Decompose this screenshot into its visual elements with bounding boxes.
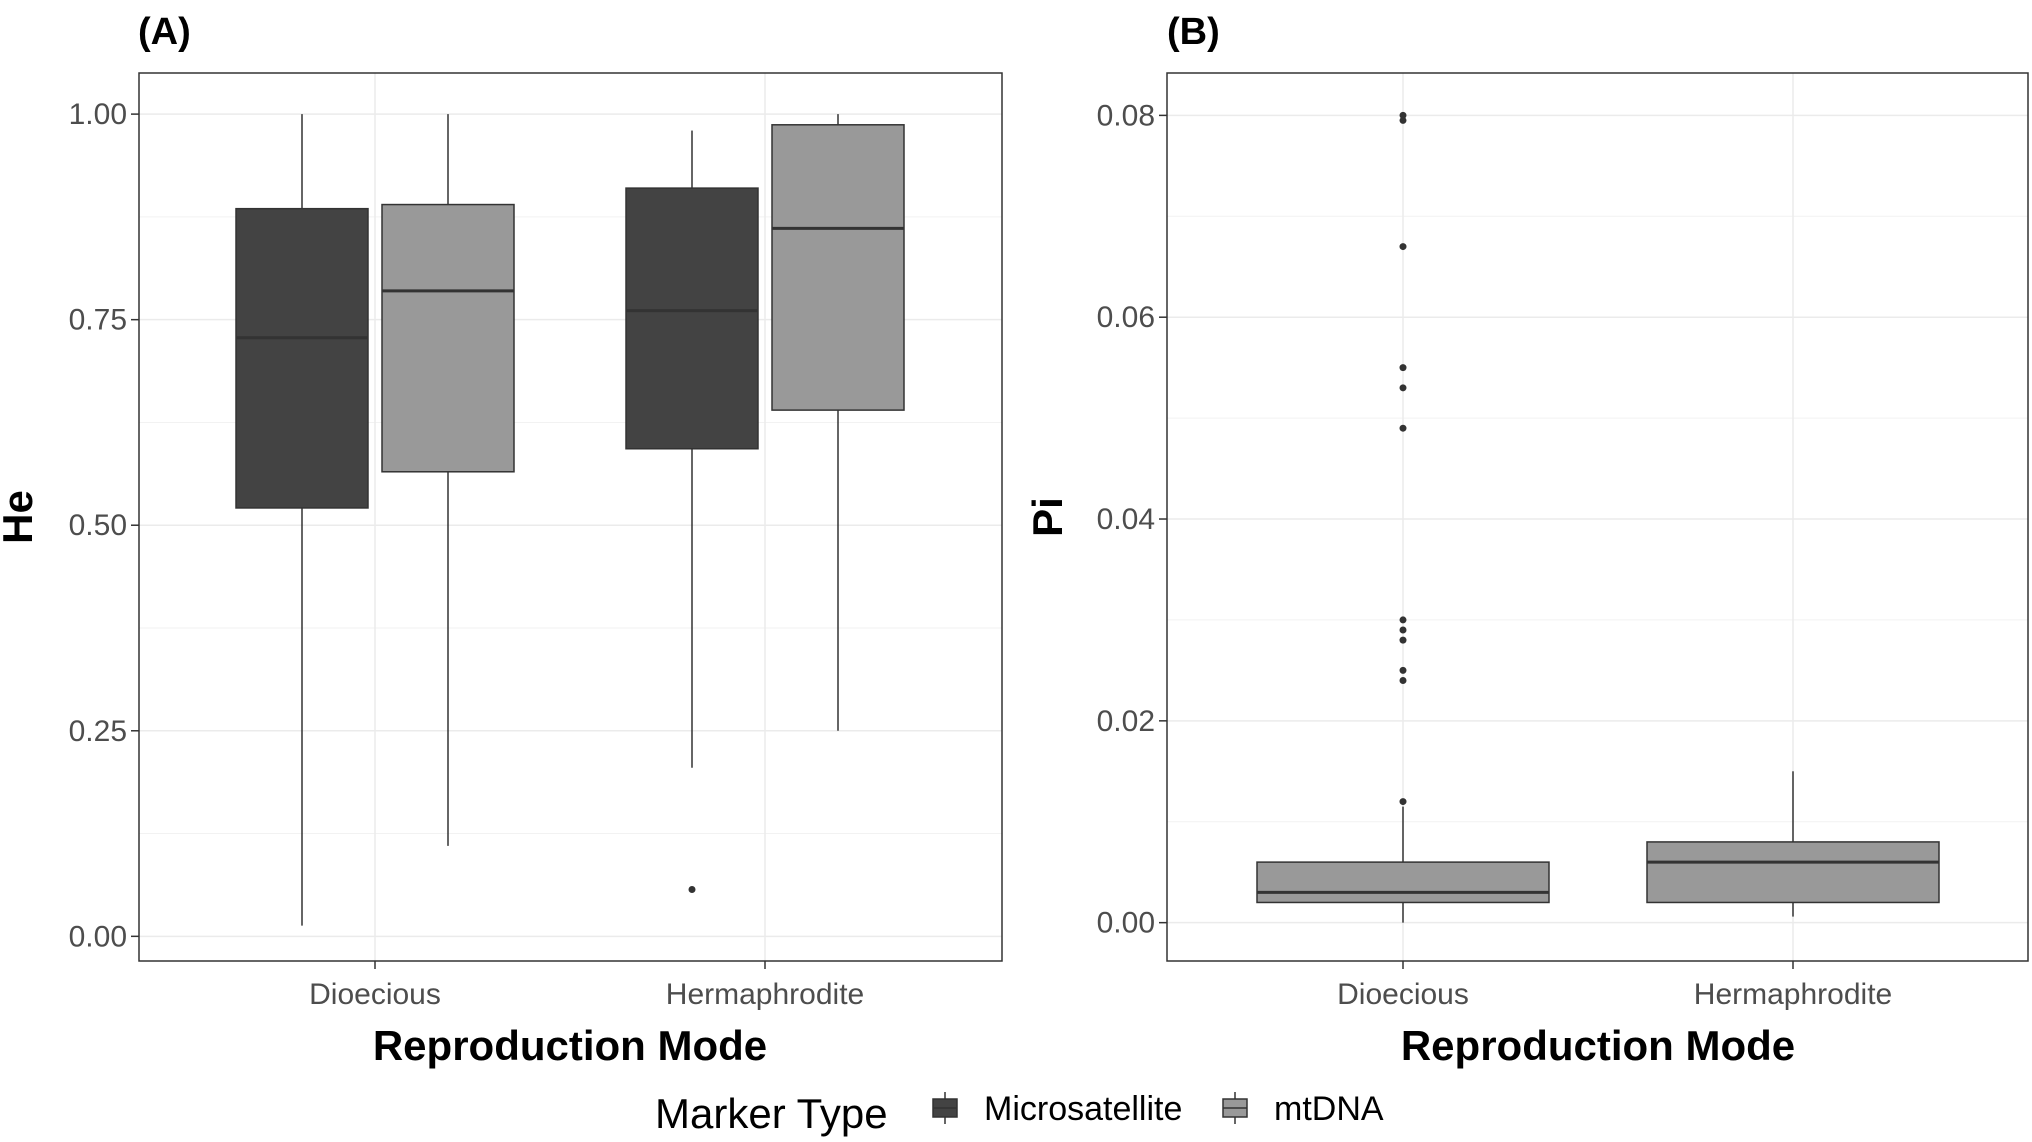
panel-a-label: (A): [138, 11, 191, 53]
panel-b-y-axis-title: Pi: [1024, 497, 1071, 537]
panel-b-x-axis-title: Reproduction Mode: [1401, 1022, 1795, 1069]
outlier-point: [1399, 384, 1407, 392]
y-tick-label: 0.25: [69, 715, 127, 748]
outlier-point: [1399, 111, 1407, 119]
outlier-point: [1399, 243, 1407, 251]
panel-b: (B) 0.00 0.02 0.04 0.06 0.08 Dioecious Hermap…: [1024, 11, 2029, 1069]
panel-a-x-ticks: Dioecious Hermaphrodite: [309, 961, 864, 1011]
panel-b-major-grid: [1167, 73, 2028, 961]
panel-a-y-axis-title: He: [0, 490, 41, 544]
legend-item: mtDNA: [1222, 1090, 1384, 1128]
panel-a-boxes: [235, 114, 905, 926]
panel-b-y-ticks: 0.00 0.02 0.04 0.06 0.08: [1097, 99, 1167, 940]
box: [1646, 841, 1940, 904]
panel-b-boxes: [1256, 111, 1940, 923]
box: [1256, 861, 1550, 904]
panel-a-y-ticks: 0.00 0.25 0.50 0.75 1.00: [69, 98, 139, 953]
panel-a-border: [138, 72, 1003, 962]
y-tick-label: 0.08: [1097, 99, 1155, 132]
box: [235, 207, 369, 509]
outlier-point: [1399, 424, 1407, 432]
legend-item: Microsatellite: [932, 1090, 1182, 1128]
y-tick-label: 0.00: [1097, 907, 1155, 940]
box: [625, 187, 759, 450]
panel-a-major-grid: [139, 73, 1002, 961]
legend-item-label: mtDNA: [1274, 1090, 1384, 1128]
y-tick-label: 0.75: [69, 304, 127, 337]
panel-b-label: (B): [1167, 11, 1220, 53]
box: [771, 124, 905, 411]
y-tick-label: 0.02: [1097, 705, 1155, 738]
outlier-point: [1399, 616, 1407, 624]
x-tick-label: Hermaphrodite: [1694, 978, 1892, 1011]
outlier-point: [1399, 626, 1407, 634]
y-tick-label: 0.06: [1097, 301, 1155, 334]
y-tick-label: 1.00: [69, 98, 127, 131]
outlier-point: [1399, 798, 1407, 806]
y-tick-label: 0.50: [69, 509, 127, 542]
outlier-point: [1399, 364, 1407, 372]
panel-b-minor-grid: [1167, 215, 2028, 823]
panel-a-x-axis-title: Reproduction Mode: [373, 1022, 767, 1069]
panel-a: (A) 0.00 0.25 0.50 0.75 1.00 Dioecious Hermap…: [0, 11, 1003, 1069]
outlier-point: [1399, 666, 1407, 674]
legend-items: Microsatellite mtDNA: [932, 1090, 1384, 1128]
y-tick-label: 0.04: [1097, 503, 1155, 536]
x-tick-label: Dioecious: [1337, 978, 1469, 1011]
x-tick-label: Dioecious: [309, 978, 441, 1011]
legend-item-label: Microsatellite: [984, 1090, 1182, 1128]
y-tick-label: 0.00: [69, 920, 127, 953]
x-tick-label: Hermaphrodite: [666, 978, 864, 1011]
legend: Marker Type Microsatellite mtDNA: [655, 1090, 1384, 1137]
outlier-point: [1399, 116, 1407, 124]
outlier-point: [688, 885, 696, 893]
outlier-point: [1399, 676, 1407, 684]
outlier-point: [1399, 636, 1407, 644]
box: [381, 203, 515, 473]
panel-b-border: [1166, 72, 2029, 962]
legend-title: Marker Type: [655, 1090, 888, 1137]
panel-b-x-ticks: Dioecious Hermaphrodite: [1337, 961, 1892, 1011]
